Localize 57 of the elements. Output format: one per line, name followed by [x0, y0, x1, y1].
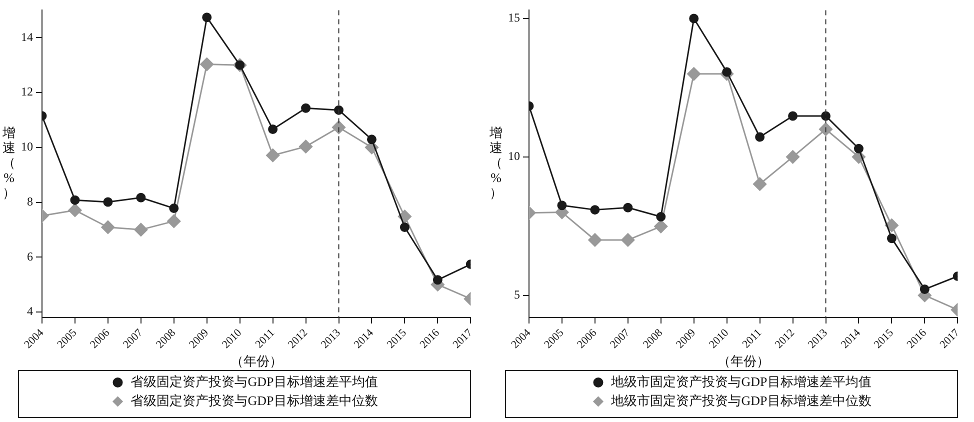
point	[623, 202, 633, 212]
point	[366, 134, 376, 144]
point	[687, 67, 701, 81]
point	[202, 12, 212, 22]
point	[332, 120, 346, 134]
point	[819, 122, 833, 136]
point	[400, 222, 410, 232]
y-tick-label: 8	[27, 194, 33, 208]
point	[621, 233, 635, 247]
point	[268, 124, 278, 134]
point	[854, 144, 864, 154]
point	[432, 275, 442, 285]
point	[920, 284, 930, 294]
point	[886, 234, 896, 244]
y-tick-label: 4	[27, 304, 33, 318]
point	[334, 105, 344, 115]
point	[103, 197, 113, 207]
y-axis-title: 增速（%）	[2, 125, 16, 200]
point	[821, 111, 831, 121]
y-tick-label: 5	[514, 288, 520, 302]
x-tick-label: 2011	[253, 326, 277, 351]
point	[134, 222, 148, 236]
x-axis-title: （年份）	[230, 354, 282, 369]
point	[654, 220, 668, 234]
point	[786, 150, 800, 164]
x-axis-title: （年份）	[717, 354, 770, 369]
y-tick-label: 12	[21, 84, 33, 99]
point	[169, 204, 179, 214]
x-tick-label: 2011	[740, 326, 764, 351]
y-tick-label: 14	[21, 30, 33, 44]
point	[167, 214, 181, 228]
point	[884, 218, 898, 232]
point	[301, 103, 311, 113]
y-axis-title: 增速（%）	[488, 125, 504, 200]
legend-label: 省级固定资产投资与GDP目标增速差中位数	[130, 392, 378, 408]
point	[299, 140, 313, 154]
y-tick-label: 10	[508, 149, 520, 164]
point	[788, 111, 798, 121]
y-tick-label: 10	[21, 140, 33, 154]
point	[136, 192, 146, 202]
point	[689, 14, 699, 24]
legend-label: 省级固定资产投资与GDP目标增速差平均值	[130, 374, 378, 389]
point	[755, 132, 765, 142]
point	[753, 177, 767, 191]
point	[588, 233, 602, 247]
y-tick-label: 15	[508, 10, 520, 25]
point	[590, 205, 600, 215]
point	[68, 203, 82, 217]
point	[557, 200, 567, 210]
point	[656, 212, 666, 222]
legend-label: 地级市固定资产投资与GDP目标增速差中位数	[610, 392, 872, 408]
point	[200, 58, 214, 72]
point	[70, 195, 80, 205]
point	[266, 148, 280, 162]
point	[101, 220, 115, 234]
legend-label: 地级市固定资产投资与GDP目标增速差平均值	[610, 374, 872, 389]
y-tick-label: 6	[27, 249, 33, 264]
